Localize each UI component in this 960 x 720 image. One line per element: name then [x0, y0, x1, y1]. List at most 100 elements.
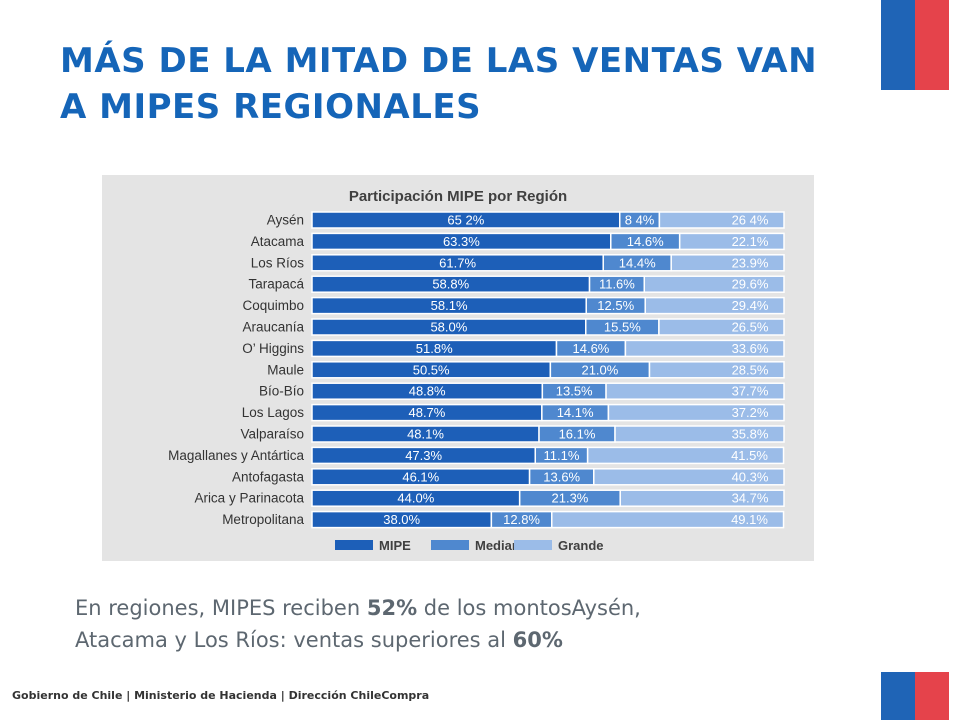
bar-segment-grande [624, 339, 785, 358]
body-line-2-highlight: 60% [512, 628, 563, 652]
data-label: 21.0% [581, 362, 618, 377]
body-line-1-text-end: de los montosAysén, [417, 596, 641, 620]
bar-segment-grande [644, 296, 785, 315]
body-line-2-text: Atacama y Los Ríos: ventas superiores al [75, 628, 513, 652]
data-label: 40.3% [732, 469, 769, 484]
bar-segment-grande [678, 232, 785, 251]
bar-segment-grande [586, 446, 785, 465]
data-label: 65 2% [447, 213, 484, 228]
category-label: Metropolitana [222, 512, 304, 527]
data-label: 37.7% [732, 384, 769, 399]
category-label: Los Lagos [242, 405, 305, 420]
body-line-1: En regiones, MIPES reciben 52% de los mo… [75, 596, 641, 620]
data-label: 35.8% [732, 427, 769, 442]
data-label: 15.5% [604, 320, 641, 335]
data-label: 58.8% [432, 277, 469, 292]
data-label: 29.6% [732, 277, 769, 292]
flag-blue-band [881, 0, 915, 90]
data-label: 37.2% [732, 405, 769, 420]
data-label: 48.1% [407, 427, 444, 442]
category-label: Valparaíso [240, 427, 304, 442]
bar-segment-grande [593, 468, 785, 486]
data-label: 34.7% [732, 491, 769, 506]
chart-title: Participación MIPE por Región [349, 188, 567, 205]
data-label: 26 4% [732, 213, 769, 228]
data-label: 14.4% [619, 255, 656, 270]
data-label: 13.6% [543, 469, 580, 484]
flag-blue-band [881, 672, 915, 720]
category-label: Atacama [251, 234, 305, 249]
flag-red-band [915, 672, 949, 720]
data-label: 28.5% [732, 362, 769, 377]
chile-flag-logo-top [881, 0, 949, 90]
legend-label-mipe: MIPE [379, 538, 411, 553]
data-label: 44.0% [397, 491, 434, 506]
data-label: 8 4% [625, 213, 655, 228]
category-label: Bío-Bío [259, 384, 304, 399]
category-label: Aysén [267, 213, 304, 228]
data-label: 63.3% [443, 234, 480, 249]
data-label: 41.5% [731, 448, 768, 463]
category-label: Araucanía [242, 320, 304, 335]
legend-label-grande: Grande [558, 538, 604, 553]
data-label: 46.1% [402, 469, 439, 484]
data-label: 49.1% [731, 512, 768, 527]
chile-flag-logo-bottom [881, 672, 949, 720]
data-label: 29.4% [732, 298, 769, 313]
data-label: 50.5% [413, 362, 450, 377]
slide-title: MÁS DE LA MITAD DE LAS VENTAS VAN A MIPE… [60, 38, 890, 130]
data-label: 21.3% [552, 491, 589, 506]
chart-panel: Participación MIPE por Región Aysén 65 2%… [102, 175, 814, 561]
category-label: Maule [267, 362, 304, 377]
category-label: Los Ríos [251, 255, 305, 270]
footer-text: Gobierno de Chile | Ministerio de Hacien… [12, 689, 430, 702]
category-label: Tarapacá [248, 277, 304, 292]
bar-segment-grande [658, 318, 785, 336]
slide-title-line-1: MÁS DE LA MITAD DE LAS VENTAS VAN [60, 41, 818, 81]
stacked-bar-chart: Participación MIPE por Región Aysén 65 2%… [168, 188, 785, 553]
data-label: 12.5% [597, 298, 634, 313]
data-label: 51.8% [416, 341, 453, 356]
slide-title-line-2: A MIPES REGIONALES [60, 87, 482, 127]
data-label: 23.9% [732, 255, 769, 270]
legend-swatch-mipe [335, 540, 373, 550]
data-label: 38.0% [383, 512, 420, 527]
body-line-2: Atacama y Los Ríos: ventas superiores al… [75, 628, 563, 652]
data-label: 33.6% [732, 341, 769, 356]
bar-segment-grande [605, 382, 785, 400]
body-line-1-highlight: 52% [366, 596, 418, 620]
bar-segment-grande [643, 275, 785, 293]
data-label: 58.1% [431, 298, 468, 313]
bar-segment-grande [648, 361, 785, 379]
data-label: 47.3% [405, 448, 442, 463]
data-label: 14.6% [573, 341, 610, 356]
data-label: 48.7% [408, 405, 445, 420]
legend-swatch-grande [514, 540, 552, 550]
category-label: O’ Higgins [242, 341, 304, 356]
body-line-1-text: En regiones, MIPES reciben [75, 596, 367, 620]
bar-segment-grande [658, 211, 785, 229]
data-label: 14.1% [557, 405, 594, 420]
bar-segment-grande [614, 425, 785, 443]
data-label: 58.0% [430, 320, 467, 335]
data-label: 13.5% [556, 384, 593, 399]
flag-red-band [915, 0, 949, 90]
data-label: 26.5% [732, 320, 769, 335]
category-label: Magallanes y Antártica [168, 448, 304, 463]
data-label: 61.7% [439, 255, 476, 270]
category-label: Coquimbo [242, 298, 304, 313]
data-label: 11.1% [543, 448, 579, 463]
data-label: 22.1% [732, 234, 769, 249]
bar-segment-grande [607, 403, 785, 422]
category-label: Arica y Parinacota [194, 491, 304, 506]
body-text: En regiones, MIPES reciben 52% de los mo… [75, 592, 865, 656]
bar-segment-grande [619, 489, 785, 507]
data-label: 12.8% [503, 512, 540, 527]
data-label: 48.8% [409, 384, 446, 399]
bar-segment-grande [670, 254, 785, 272]
data-label: 14.6% [627, 234, 664, 249]
data-label: 11.6% [599, 277, 635, 292]
data-label: 16.1% [559, 427, 596, 442]
category-label: Antofagasta [232, 469, 305, 484]
legend-swatch-mediana [431, 540, 469, 550]
